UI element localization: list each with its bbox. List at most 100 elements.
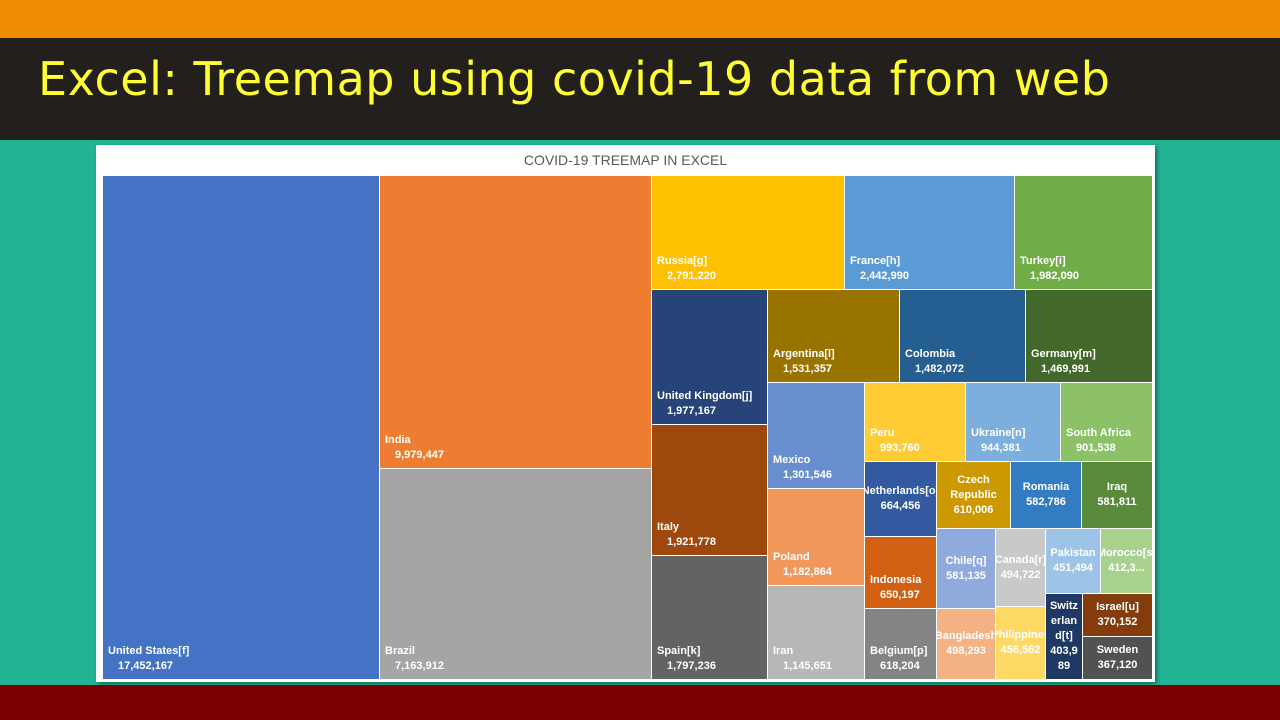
tile-value: 1,145,651: [783, 660, 832, 672]
tile-label: India: [385, 434, 411, 446]
tile-value: 1,921,778: [667, 536, 716, 548]
tile-label: United Kingdom[j]: [657, 390, 753, 402]
treemap-tile: Sweden 367,120: [1083, 637, 1152, 679]
tile-label: Colombia: [905, 348, 956, 360]
tile-value: 498,293: [946, 645, 986, 657]
tile-label: Russia[g]: [657, 255, 708, 267]
tile-value: 1,982,090: [1030, 270, 1079, 282]
treemap-tile: United Kingdom[j] 1,977,167: [652, 290, 767, 424]
treemap-tile: Peru 993,760: [865, 383, 965, 461]
tile-value: 993,760: [880, 442, 920, 454]
treemap-tile: Romania 582,786: [1011, 462, 1081, 528]
tile-value: 1,182,864: [783, 566, 832, 578]
tile-label: France[h]: [850, 255, 901, 267]
tile-label: Ukraine[n]: [971, 427, 1026, 439]
tile-label: South Africa: [1066, 427, 1131, 439]
tile-value: 370,152: [1097, 616, 1138, 628]
tile-label: Bangladesh: [937, 630, 995, 642]
tile-value: 1,301,546: [783, 469, 832, 481]
treemap-tile: Belgium[p] 618,204: [865, 609, 936, 679]
tile-label: Turkey[i]: [1020, 255, 1066, 267]
tile-label: United States[f]: [108, 645, 190, 657]
tile-label: Chile[q]: [945, 554, 987, 567]
tile-label: Italy: [657, 521, 680, 533]
treemap-tile: Morocco[s] 412,3...: [1101, 529, 1152, 593]
tile-value: 17,452,167: [118, 660, 174, 672]
tile-label: Mexico: [773, 454, 811, 466]
bottom-accent-bar: [0, 685, 1280, 720]
tile-value: 412,3...: [1108, 562, 1145, 574]
tile-label: Spain[k]: [657, 645, 701, 657]
chart-title: COVID-19 TREEMAP IN EXCEL: [523, 152, 728, 168]
treemap-tile: Poland 1,182,864: [768, 489, 864, 585]
tile-label: Germany[m]: [1031, 348, 1096, 360]
tile-value: 456,562: [1000, 644, 1041, 656]
treemap-tile: Colombia 1,482,072: [900, 290, 1025, 382]
tile-label: Romania: [1022, 481, 1070, 493]
treemap-tile: Brazil 7,163,912: [380, 469, 651, 679]
tile-value: 403,989: [1050, 645, 1078, 672]
tile-label: Switzerland[t]: [1049, 600, 1079, 642]
treemap-tile: Iraq 581,811: [1082, 462, 1152, 528]
treemap-tile: Mexico 1,301,546: [768, 383, 864, 488]
tile-label: Netherlands[o]: [865, 485, 936, 497]
tile-value: 610,006: [953, 503, 994, 516]
treemap-tile: Spain[k] 1,797,236: [652, 556, 767, 679]
treemap-chart: COVID-19 TREEMAP IN EXCEL United States[…: [96, 145, 1155, 682]
tile-label: Israel[u]: [1096, 601, 1139, 613]
tile-value: 581,811: [1097, 496, 1137, 508]
tile-value: 582,786: [1026, 496, 1066, 508]
tile-value: 7,163,912: [395, 660, 444, 672]
tile-value: 1,482,072: [915, 363, 964, 375]
tile-label: Peru: [870, 427, 895, 439]
tile-label: Sweden: [1096, 644, 1139, 656]
treemap-tile: South Africa 901,538: [1061, 383, 1152, 461]
title-band: [0, 38, 1280, 140]
tile-value: 901,538: [1076, 442, 1116, 454]
treemap-tile: Bangladesh 498,293: [937, 609, 995, 679]
tile-label: Iran: [773, 645, 794, 657]
treemap-tile: Philippines 456,562: [996, 607, 1045, 679]
treemap-tile: Argentina[l] 1,531,357: [768, 290, 899, 382]
treemap-tile: Italy 1,921,778: [652, 425, 767, 555]
tile-value: 618,204: [880, 660, 920, 672]
tile-value: 9,979,447: [395, 449, 444, 461]
tile-value: 451,494: [1053, 562, 1093, 574]
treemap-tile: Pakistan 451,494: [1046, 529, 1100, 593]
treemap-tile: Turkey[i] 1,982,090: [1015, 176, 1152, 289]
tile-label: Iraq: [1106, 481, 1128, 493]
tile-value: 1,531,357: [783, 363, 832, 375]
tile-value: 1,469,991: [1041, 363, 1090, 375]
treemap-tile: Ukraine[n] 944,381: [966, 383, 1060, 461]
treemap-tile: France[h] 2,442,990: [845, 176, 1014, 289]
tile-label: Belgium[p]: [870, 645, 928, 657]
tile-value: 2,442,990: [860, 270, 909, 282]
tile-label: Pakistan: [1050, 547, 1096, 559]
tile-value: 581,135: [946, 569, 986, 582]
tile-label: Indonesia: [870, 574, 922, 586]
tile-label: Czech Republic: [950, 473, 997, 501]
tile-value: 367,120: [1097, 659, 1138, 671]
tile-label: Philippines: [996, 629, 1045, 641]
treemap-tile: Israel[u] 370,152: [1083, 594, 1152, 636]
tile-value: 650,197: [880, 589, 920, 601]
tile-label: Poland: [773, 551, 810, 563]
treemap-tile: Chile[q] 581,135: [937, 529, 995, 608]
treemap-tile: Netherlands[o] 664,456: [865, 462, 936, 536]
tile-label: Argentina[l]: [773, 348, 835, 360]
treemap-tile: Canada[r] 494,722: [996, 529, 1045, 606]
slide-title: Excel: Treemap using covid-19 data from …: [38, 52, 1111, 106]
treemap-tile: Germany[m] 1,469,991: [1026, 290, 1152, 382]
tile-value: 2,791,220: [667, 270, 716, 282]
tile-value: 664,456: [880, 500, 921, 512]
tile-value: 494,722: [1000, 568, 1041, 581]
tile-label: Morocco[s]: [1101, 547, 1152, 559]
tile-value: 1,977,167: [667, 405, 716, 417]
tile-value: 944,381: [981, 442, 1021, 454]
tile-label: Canada[r]: [996, 553, 1045, 566]
top-accent-bar: [0, 0, 1280, 38]
tile-label: Brazil: [385, 645, 415, 657]
treemap-tile: Russia[g] 2,791,220: [652, 176, 844, 289]
treemap-tile: India 9,979,447: [380, 176, 651, 468]
tile-value: 1,797,236: [667, 660, 716, 672]
